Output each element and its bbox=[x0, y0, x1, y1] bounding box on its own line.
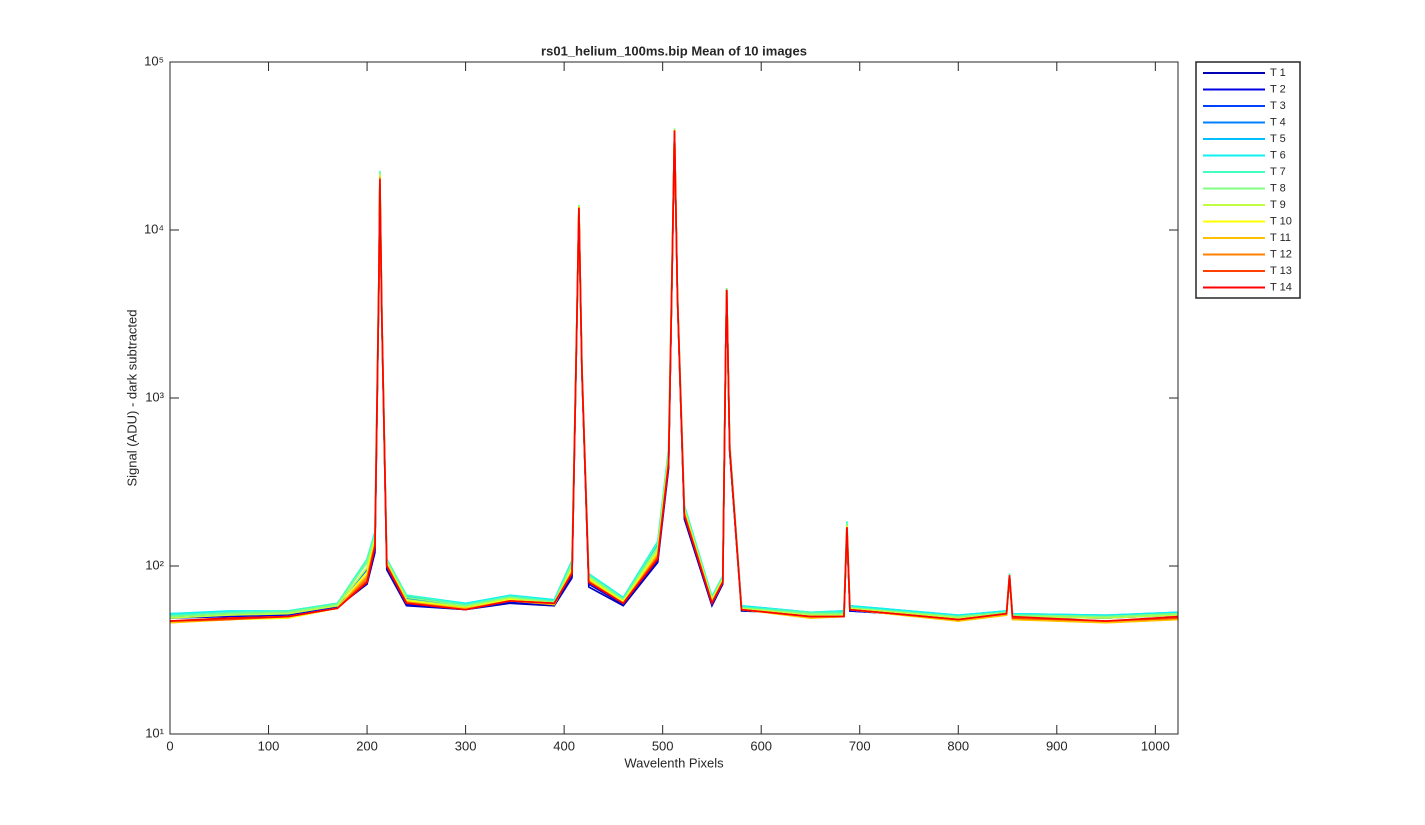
y-tick-label: 10¹ bbox=[145, 725, 164, 740]
x-tick-label: 0 bbox=[166, 738, 173, 753]
legend-label: T 11 bbox=[1270, 232, 1291, 244]
y-tick-label: 10² bbox=[145, 557, 164, 572]
legend-label: T 2 bbox=[1270, 83, 1286, 95]
x-tick-label: 100 bbox=[258, 738, 280, 753]
x-tick-label: 800 bbox=[947, 738, 969, 753]
legend-label: T 12 bbox=[1270, 248, 1292, 260]
x-tick-label: 500 bbox=[652, 738, 674, 753]
x-tick-label: 300 bbox=[455, 738, 477, 753]
legend-label: T 5 bbox=[1270, 133, 1286, 145]
series-line bbox=[169, 130, 1179, 622]
x-axis-label: Wavelenth Pixels bbox=[624, 755, 724, 770]
y-tick-label: 10⁴ bbox=[144, 221, 164, 236]
legend-label: T 4 bbox=[1270, 116, 1286, 128]
x-tick-label: 1000 bbox=[1141, 738, 1170, 753]
legend-label: T 8 bbox=[1270, 182, 1286, 194]
y-axis-label: Signal (ADU) - dark subtracted bbox=[124, 309, 139, 486]
legend-label: T 9 bbox=[1270, 199, 1286, 211]
legend-label: T 3 bbox=[1270, 100, 1286, 112]
legend-label: T 7 bbox=[1270, 166, 1286, 178]
legend-label: T 14 bbox=[1270, 281, 1292, 293]
x-tick-label: 600 bbox=[750, 738, 772, 753]
y-tick-label: 10³ bbox=[145, 389, 164, 404]
legend-label: T 10 bbox=[1270, 215, 1292, 227]
legend-box bbox=[1195, 61, 1301, 299]
legend-label: T 6 bbox=[1270, 149, 1286, 161]
x-tick-label: 900 bbox=[1046, 738, 1068, 753]
chart-title: rs01_helium_100ms.bip Mean of 10 images bbox=[541, 43, 807, 58]
plot-frame bbox=[169, 61, 1179, 735]
y-tick-label: 10⁵ bbox=[144, 53, 164, 68]
legend-label: T 13 bbox=[1270, 265, 1292, 277]
legend-label: T 1 bbox=[1270, 67, 1286, 79]
x-tick-label: 200 bbox=[356, 738, 378, 753]
x-tick-label: 700 bbox=[849, 738, 871, 753]
x-tick-label: 400 bbox=[553, 738, 575, 753]
